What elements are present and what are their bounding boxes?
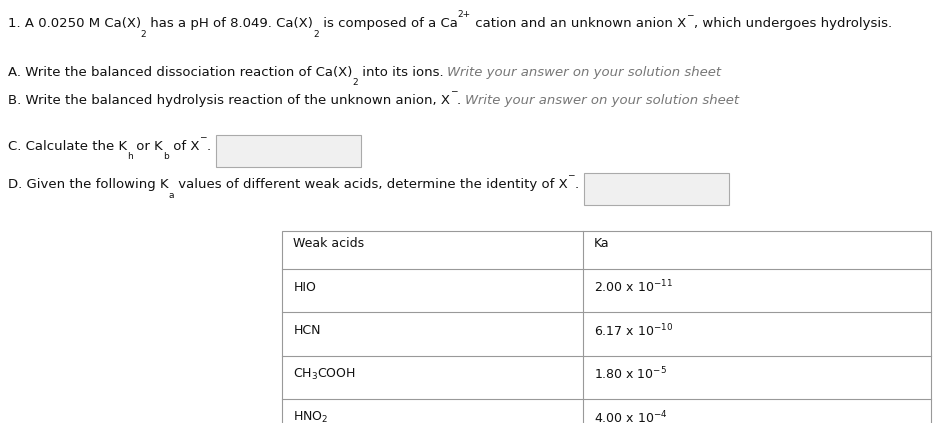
Text: a: a: [168, 190, 174, 200]
Text: 1.80 x 10$^{-5}$: 1.80 x 10$^{-5}$: [594, 366, 667, 382]
Text: h: h: [127, 152, 133, 162]
Text: , which undergoes hydrolysis.: , which undergoes hydrolysis.: [694, 17, 892, 30]
Text: B. Write the balanced hydrolysis reaction of the unknown anion, X: B. Write the balanced hydrolysis reactio…: [8, 93, 449, 107]
Text: or K: or K: [133, 140, 164, 153]
Text: .: .: [575, 178, 579, 191]
Text: 1. A 0.0250 M Ca(X): 1. A 0.0250 M Ca(X): [8, 17, 141, 30]
Text: Write your answer on your solution sheet: Write your answer on your solution sheet: [465, 93, 740, 107]
Text: Weak acids: Weak acids: [293, 237, 365, 250]
Text: values of different weak acids, determine the identity of X: values of different weak acids, determin…: [174, 178, 568, 191]
Text: C. Calculate the K: C. Calculate the K: [8, 140, 127, 153]
Text: 2+: 2+: [458, 10, 471, 19]
Text: −: −: [199, 132, 207, 142]
Text: D. Given the following K: D. Given the following K: [8, 178, 168, 191]
Text: Write your answer on your solution sheet: Write your answer on your solution sheet: [447, 66, 722, 79]
Text: A. Write the balanced dissociation reaction of Ca(X): A. Write the balanced dissociation react…: [8, 66, 352, 79]
FancyBboxPatch shape: [215, 135, 361, 167]
Text: cation and an unknown anion X: cation and an unknown anion X: [471, 17, 686, 30]
Text: −: −: [568, 170, 575, 180]
Text: .: .: [207, 140, 211, 153]
Text: −: −: [686, 10, 694, 19]
Text: HCN: HCN: [293, 324, 321, 337]
Text: into its ions.: into its ions.: [357, 66, 447, 79]
Text: is composed of a Ca: is composed of a Ca: [319, 17, 458, 30]
FancyBboxPatch shape: [584, 173, 729, 205]
Text: −: −: [449, 86, 457, 95]
Text: b: b: [164, 152, 169, 162]
FancyBboxPatch shape: [282, 231, 931, 423]
Text: .: .: [457, 93, 465, 107]
Text: 2: 2: [141, 30, 147, 39]
Text: 6.17 x 10$^{-10}$: 6.17 x 10$^{-10}$: [594, 322, 673, 339]
Text: 2: 2: [313, 30, 319, 39]
Text: 2.00 x 10$^{-11}$: 2.00 x 10$^{-11}$: [594, 279, 673, 295]
Text: CH$_3$COOH: CH$_3$COOH: [293, 367, 356, 382]
Text: HNO$_2$: HNO$_2$: [293, 410, 329, 423]
Text: 2: 2: [352, 78, 357, 88]
Text: of X: of X: [169, 140, 199, 153]
Text: HIO: HIO: [293, 280, 316, 294]
Text: 4.00 x 10$^{-4}$: 4.00 x 10$^{-4}$: [594, 409, 667, 423]
Text: has a pH of 8.049. Ca(X): has a pH of 8.049. Ca(X): [147, 17, 313, 30]
Text: Ka: Ka: [594, 237, 610, 250]
